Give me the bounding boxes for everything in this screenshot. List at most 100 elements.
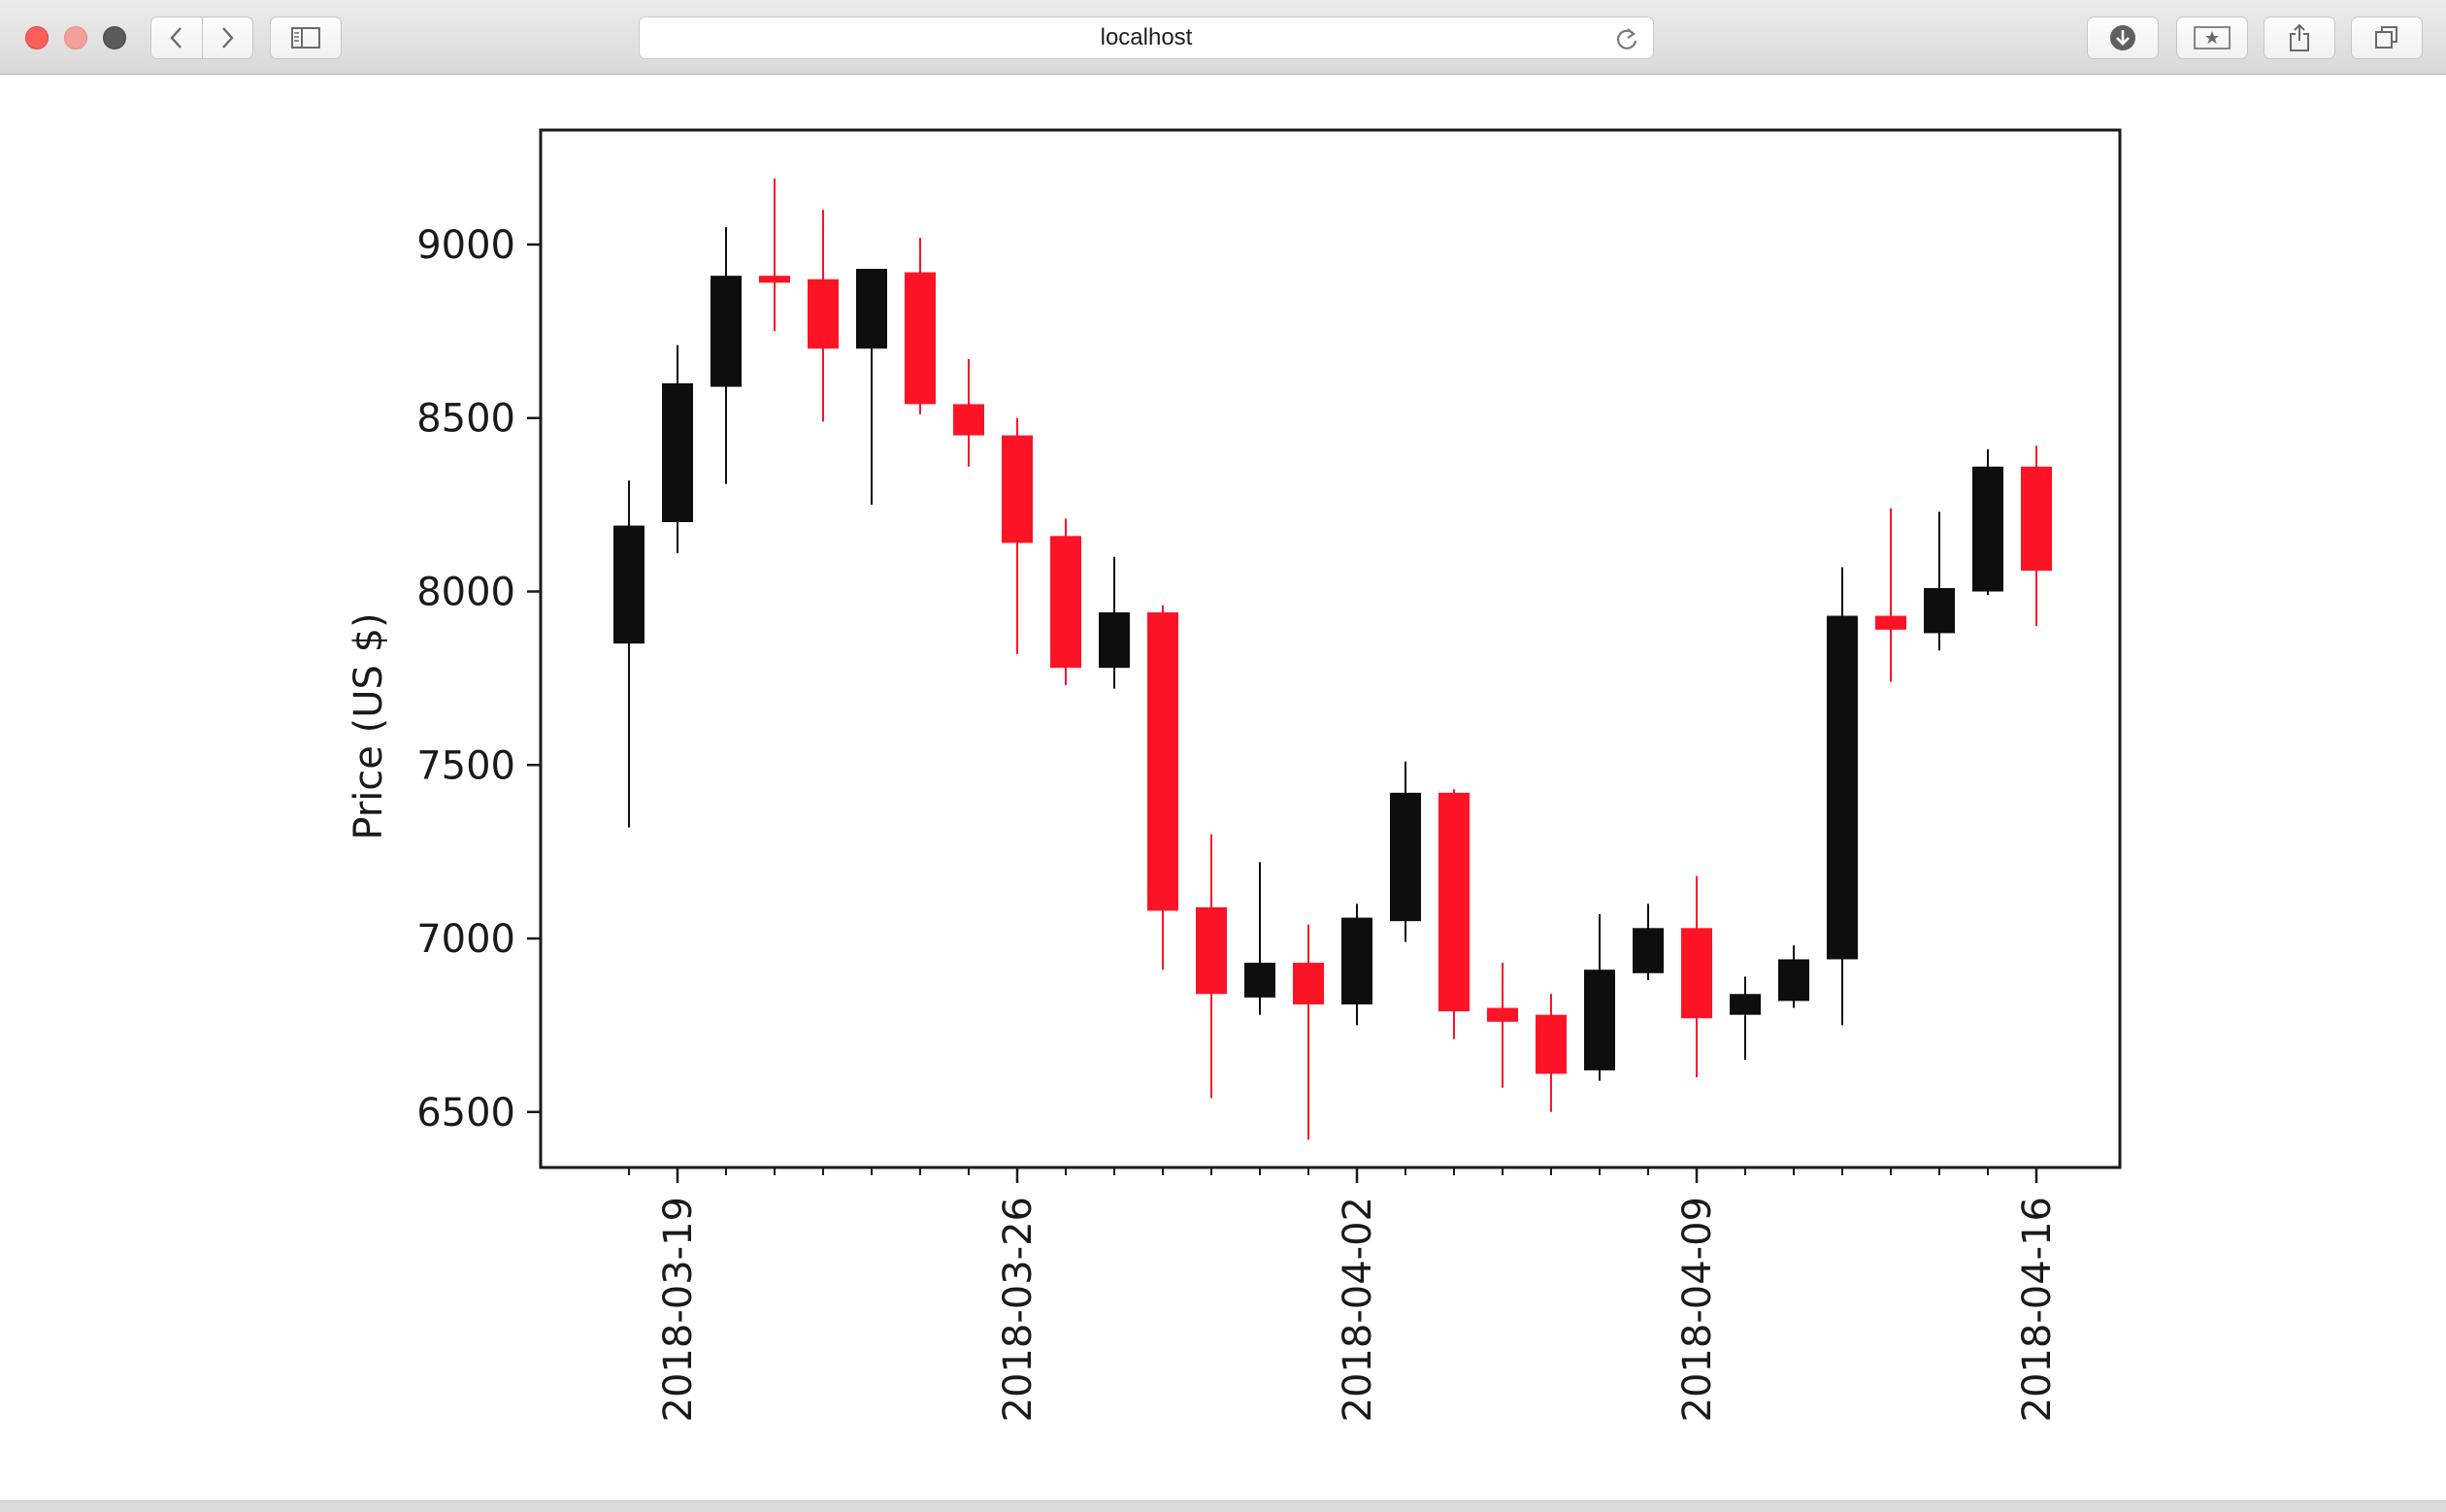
candle-2018-04-15 [1972,448,2003,596]
candle-body [856,269,887,349]
candle-2018-03-30 [1196,834,1227,1099]
x-tick-label: 2018-04-09 [1675,1197,1720,1422]
share-icon [2290,23,2309,51]
download-icon [2110,25,2135,50]
candle-body [953,404,984,436]
address-bar[interactable]: localhost [639,16,1654,59]
candle-2018-04-10 [1730,976,1761,1061]
candle-2018-03-25 [953,358,984,467]
candle-2018-04-09 [1681,875,1712,1078]
candle-body [1778,959,1809,1002]
x-axis: 2018-03-19 2018-03-26 2018-04-02 2018-04-09… [628,1167,2060,1422]
candle-body [1875,615,1906,630]
candle-body [1147,611,1178,911]
candle-body [905,272,936,405]
candle-2018-04-03 [1390,761,1421,942]
candle-body [662,382,693,523]
x-tick-label: 2018-04-02 [1336,1197,1380,1422]
candle-2018-03-23 [856,269,887,506]
history-navigation [150,16,253,59]
candle-body [1487,1007,1518,1022]
browser-toolbar: localhost [0,0,2446,75]
candle-2018-04-04 [1438,789,1470,1039]
candle-body [1293,963,1324,1004]
candle-2018-03-18 [613,480,645,828]
candle-body [613,525,645,644]
candle-body [1002,435,1033,543]
candle-2018-03-19 [662,345,693,554]
y-axis: 6500 7000 7500 8000 8500 9000 [416,223,541,1135]
candle-2018-03-27 [1050,518,1081,686]
candle-body [1730,994,1761,1015]
candle-2018-03-26 [1002,417,1033,654]
chevron-right-icon [222,27,234,49]
candle-body [1196,906,1227,995]
tabs-icon [2375,26,2397,49]
address-url: localhost [1100,24,1193,50]
y-tick-label: 6500 [416,1091,515,1135]
candle-body [1681,928,1712,1019]
y-axis-label: Price (US $) [347,612,391,839]
candle-body [1050,536,1081,669]
candle-body [1584,970,1615,1070]
bookmark-button[interactable] [2176,16,2248,59]
sidebar-button[interactable] [270,16,342,59]
x-tick-label: 2018-03-19 [656,1197,701,1422]
downloads-button[interactable] [2087,16,2159,59]
y-tick-label: 8500 [416,397,515,442]
y-tick-label: 7000 [416,917,515,962]
candle-2018-04-08 [1633,904,1664,980]
candle-2018-03-29 [1147,605,1178,970]
share-button[interactable] [2264,16,2335,59]
candle-body [1633,928,1664,973]
candle-2018-03-28 [1099,556,1130,689]
candle-2018-04-07 [1584,914,1615,1081]
axes-frame [539,128,2122,1169]
candle-2018-04-14 [1924,511,1955,651]
minimize-window-button[interactable] [64,26,87,49]
candle-body [1827,615,1858,960]
candle-body [2021,466,2052,572]
candle-body [1099,611,1130,669]
bottom-console-strip [0,1500,2446,1512]
y-tick-label: 9000 [416,223,515,268]
candle-body [1536,1014,1567,1074]
chevron-left-icon [170,27,182,49]
bookmark-star-icon [2194,26,2231,49]
candle-body [1972,466,2003,592]
candle-2018-03-22 [808,210,839,422]
candle-body [759,276,790,283]
candle-2018-04-12 [1827,567,1858,1026]
candle-body [808,279,839,349]
candle-2018-03-20 [711,227,742,484]
close-window-button[interactable] [25,26,49,49]
candle-2018-04-06 [1536,994,1567,1112]
sidebar-icon [291,27,320,49]
candle-body [1924,587,1955,634]
y-tick-label: 8000 [416,571,515,615]
page-content: 6500 7000 7500 8000 8500 9000 2018-03-19 2018-… [0,76,2446,1500]
candle-2018-04-13 [1875,508,1906,682]
candle-2018-03-31 [1244,862,1275,1015]
candle-body [711,276,742,387]
tab-overview-button[interactable] [2351,16,2423,59]
candle-2018-04-05 [1487,963,1518,1088]
candle-2018-04-02 [1341,904,1372,1026]
candle-2018-03-21 [759,179,790,332]
reload-icon[interactable] [1614,25,1639,52]
candle-2018-04-16 [2021,445,2052,627]
candle-body [1438,792,1470,1012]
candles-layer [613,179,2052,1140]
y-tick-label: 7500 [416,743,515,788]
zoom-window-button[interactable] [103,26,126,49]
candle-2018-03-24 [905,237,936,415]
back-button[interactable] [151,17,202,58]
candle-2018-04-01 [1293,924,1324,1140]
candle-body [1244,963,1275,998]
candlestick-chart: 6500 7000 7500 8000 8500 9000 2018-03-19 2018-… [347,128,2122,1422]
candle-body [1341,917,1372,1004]
forward-button[interactable] [201,17,253,58]
candle-body [1390,792,1421,922]
x-tick-label: 2018-04-16 [2015,1197,2060,1422]
